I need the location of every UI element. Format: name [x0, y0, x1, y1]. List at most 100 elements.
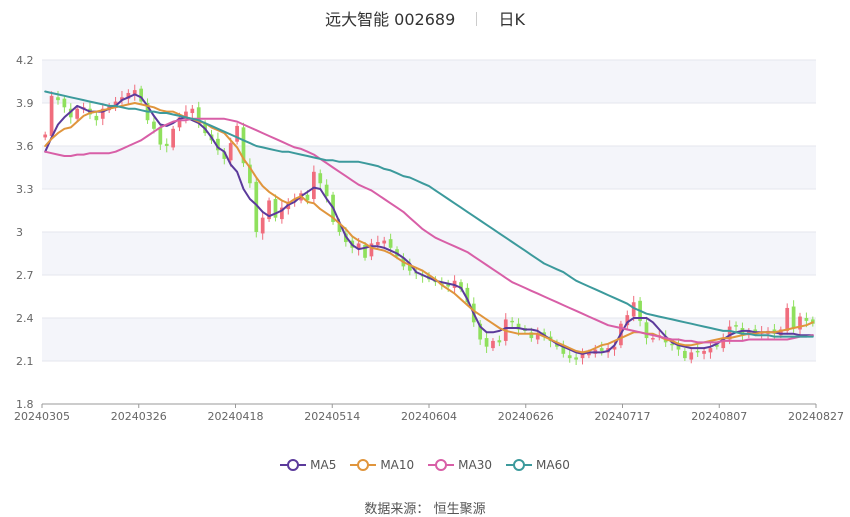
candle-body [318, 173, 323, 184]
candle-body [587, 352, 591, 356]
candle-body [727, 326, 732, 340]
candle-body [574, 357, 578, 360]
candle-body [120, 97, 124, 101]
y-tick-label: 3.3 [16, 183, 34, 196]
candle-body [798, 316, 802, 330]
candle-body [708, 348, 713, 353]
x-tick-label: 20240604 [401, 410, 457, 423]
candle-body [222, 151, 227, 159]
ma60-line [44, 90, 814, 338]
candle-body [216, 138, 220, 151]
candle-body [510, 320, 515, 323]
plot-band [42, 232, 816, 275]
candle-body [567, 355, 572, 359]
candle-body [56, 97, 60, 101]
legend-label: MA5 [310, 458, 337, 472]
y-tick-label: 3.6 [16, 140, 34, 153]
legend-marker-icon [428, 459, 455, 471]
stock-name: 远大智能 [325, 10, 390, 29]
x-tick-label: 20240626 [498, 410, 554, 423]
legend-marker-icon [280, 459, 307, 471]
candle-body [676, 343, 681, 350]
candle-body [43, 134, 48, 138]
candle-body [139, 88, 144, 102]
candle-body [260, 217, 265, 234]
candle-body [695, 350, 700, 353]
candle-body [721, 338, 726, 349]
candle-body [625, 315, 630, 326]
candle-body [478, 323, 483, 340]
candle-body [516, 323, 521, 330]
candle-body [778, 329, 783, 336]
candle-body [248, 164, 252, 184]
candle-body [177, 117, 182, 128]
candle-body [382, 240, 387, 244]
y-tick-label: 2.1 [16, 355, 34, 368]
legend-item-ma5[interactable]: MA5 [280, 458, 336, 472]
source-label: 数据来源： [364, 502, 430, 517]
legend-item-ma10[interactable]: MA10 [350, 458, 414, 472]
candle-body [113, 101, 118, 108]
candle-body [459, 282, 463, 290]
legend-label: MA10 [380, 458, 415, 472]
candle-body [337, 223, 342, 232]
legend-label: MA60 [536, 458, 570, 472]
ma10-line [44, 102, 814, 354]
candle-body [132, 90, 137, 95]
legend: MA5 MA10 MA30 MA60 [0, 458, 850, 472]
x-axis: 20240305 20240326 20240418 20240514 20240604… [14, 403, 844, 423]
candle-body [190, 108, 195, 114]
candle-body [599, 348, 604, 351]
candle-body [305, 194, 310, 201]
y-tick-label: 1.8 [16, 398, 34, 411]
candle-body [529, 332, 534, 339]
candle-body [273, 199, 278, 218]
candle-body [375, 242, 380, 245]
candle-body [158, 127, 163, 145]
candle-body [164, 143, 169, 146]
data-source: 数据来源： 恒生聚源 [0, 498, 850, 517]
candle-body [612, 346, 617, 350]
candle-body [126, 92, 131, 99]
legend-marker-icon [506, 459, 533, 471]
candle-body [49, 95, 54, 136]
legend-marker-icon [350, 459, 377, 471]
source-value: 恒生聚源 [433, 502, 486, 517]
legend-item-ma60[interactable]: MA60 [506, 458, 570, 472]
x-tick-label: 20240717 [595, 410, 651, 423]
ma30-line [44, 117, 814, 344]
y-tick-label: 2.7 [16, 269, 34, 282]
candle-body [465, 287, 470, 303]
period-label: 日K [498, 10, 525, 29]
plot-band [42, 60, 816, 103]
candle-body [75, 108, 80, 119]
candle-body [280, 207, 284, 220]
candle-body [68, 108, 73, 118]
candle-body [363, 244, 367, 258]
candle-body [254, 181, 259, 232]
candle-body [683, 350, 687, 359]
y-axis: 1.8 2.1 2.4 2.7 3 3.3 3.6 3.9 4.2 [16, 54, 34, 411]
candle-body [324, 184, 329, 197]
kline-chart: 1.82.12.42.733.33.63.94.2 20240305 202403… [14, 54, 844, 423]
candle-body [446, 283, 451, 287]
candle-body [62, 98, 67, 108]
y-tick-label: 4.2 [16, 54, 34, 67]
x-tick-label: 20240305 [14, 410, 70, 423]
legend-item-ma30[interactable]: MA30 [428, 458, 492, 472]
y-tick-label: 3 [16, 226, 23, 239]
y-tick-label: 2.4 [16, 312, 34, 325]
candle-body [152, 121, 156, 129]
chart-title: 远大智能 002689 日K [0, 6, 850, 30]
stock-code: 002689 [394, 10, 456, 29]
ma5-line [44, 93, 814, 355]
candle-body [369, 243, 374, 257]
candle-body [228, 143, 233, 161]
candle-body [241, 127, 246, 164]
candle-body [542, 332, 546, 336]
candle-body [651, 338, 655, 340]
candle-body [491, 340, 495, 349]
x-tick-label: 20240807 [691, 410, 747, 423]
plot-band [42, 318, 816, 361]
candle-body [484, 338, 489, 347]
